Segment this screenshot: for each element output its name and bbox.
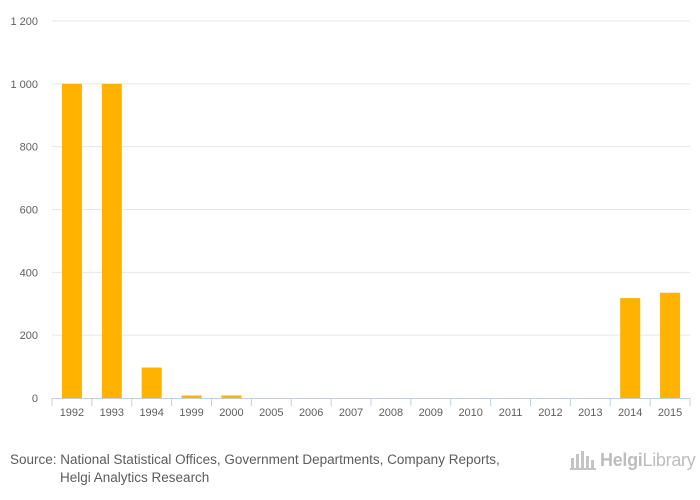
y-tick-label: 600 xyxy=(20,205,38,217)
source-line-1: Source: National Statistical Offices, Go… xyxy=(10,452,500,467)
x-tick-label: 2010 xyxy=(458,407,482,419)
y-tick-label: 400 xyxy=(20,267,38,279)
x-tick-label: 2013 xyxy=(578,407,602,419)
x-tick-label: 1994 xyxy=(139,407,163,419)
bar xyxy=(620,298,641,398)
x-tick-label: 2006 xyxy=(299,407,323,419)
chart-svg: 0 200 400 600 800 1 000 1 200 1992 1993 1994 1999 2… xyxy=(10,16,691,419)
logo-text-helgi: Helgi xyxy=(600,449,643,470)
x-tick-label: 2014 xyxy=(618,407,642,419)
x-tick-label: 1999 xyxy=(179,407,203,419)
helgi-library-logo: Helgi Library xyxy=(570,448,696,472)
x-tick-label: 2012 xyxy=(538,407,562,419)
bar xyxy=(61,83,82,398)
source-line-2: Helgi Analytics Research xyxy=(60,470,210,485)
x-tick-label: 2007 xyxy=(339,407,363,419)
logo-text-library: Library xyxy=(642,449,696,470)
y-tick-label: 200 xyxy=(20,330,38,342)
y-tick-label: 800 xyxy=(20,142,38,154)
bar xyxy=(660,292,681,398)
y-tick-label: 1 000 xyxy=(10,79,38,91)
x-tick-label: 1992 xyxy=(60,407,84,419)
x-tick-label: 2008 xyxy=(379,407,403,419)
y-tick-label: 1 200 xyxy=(10,16,38,28)
y-tick-label: 0 xyxy=(32,393,38,405)
x-tick-label: 2009 xyxy=(419,407,443,419)
x-tick-label: 2000 xyxy=(219,407,243,419)
x-tick-label: 1993 xyxy=(100,407,124,419)
bar xyxy=(101,83,122,398)
bar xyxy=(181,395,202,398)
x-tick-label: 2005 xyxy=(259,407,283,419)
bar xyxy=(221,395,242,398)
bar xyxy=(141,367,162,398)
x-tick-label: 2011 xyxy=(499,407,523,419)
source-note: Source: National Statistical Offices, Go… xyxy=(10,451,500,487)
x-tick-label: 2015 xyxy=(658,407,682,419)
library-building-icon xyxy=(570,451,596,470)
